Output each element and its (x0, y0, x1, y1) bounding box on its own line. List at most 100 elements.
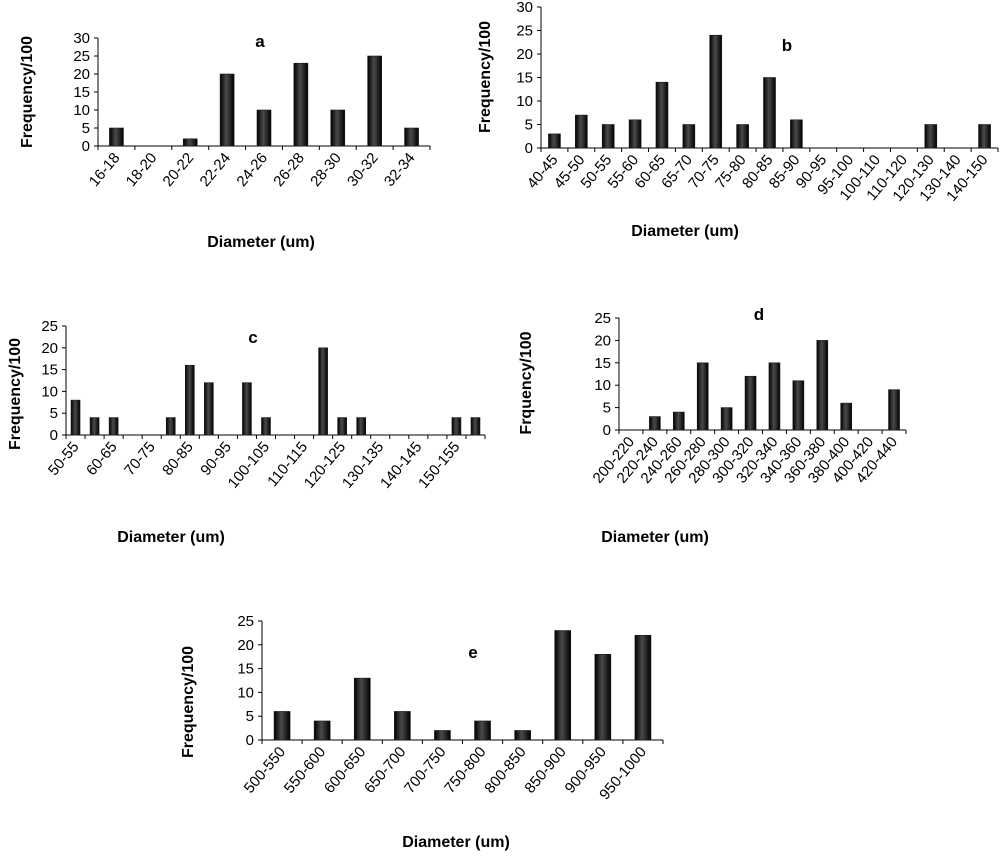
panel-a-y-tick-label: 5 (82, 120, 90, 137)
panel-e-y-tick-label: 20 (237, 637, 254, 654)
panel-c-bar-115-120 (318, 347, 328, 436)
panel-a-y-tick-label: 0 (82, 138, 90, 155)
panel-a-x-tick-label: 32-34 (381, 150, 419, 190)
panel-e-y-tick-label: 25 (237, 613, 254, 630)
panel-a-x-tick-label: 24-26 (233, 150, 271, 190)
panel-c-x-tick-label: 90-95 (197, 439, 235, 479)
panel-c-x-tick-label: 80-85 (159, 439, 197, 479)
panel-c-y-tick-label: 5 (50, 405, 58, 422)
panel-d-y-tick-label: 0 (603, 422, 611, 439)
panel-c-bar-80-85 (184, 364, 195, 436)
panel-a-bar-30-32 (367, 55, 382, 147)
panel-c-x-tick-label: 60-65 (83, 439, 121, 479)
panel-b-bar-65-70 (682, 124, 696, 149)
panel-b-y-tick-label: 0 (525, 140, 533, 157)
panel-b-y-tick-label: 20 (516, 46, 533, 63)
panel-d-bar-220-240 (649, 416, 661, 431)
panel-e-bar-650-700 (394, 711, 411, 741)
panel-b-bar-140-150 (978, 124, 991, 149)
panel-c-y-tick-label: 10 (41, 383, 58, 400)
panel-b-bar-70-75 (709, 34, 723, 149)
panel-e-x-tick-label: 600-650 (321, 744, 369, 797)
panel-b-bar-40-45 (548, 133, 561, 149)
panel-d-y-axis-title: Frquency/100 (518, 331, 535, 434)
panel-d-bar-320-340 (768, 362, 781, 431)
panel-d-bar-240-260 (672, 411, 685, 431)
panel-b-bar-80-85 (763, 77, 776, 149)
panel-c-x-tick-label: 100-105 (225, 439, 273, 492)
panel-d-bar-360-380 (816, 340, 829, 431)
panel-e-y-tick-label: 15 (237, 661, 254, 678)
panel-d-x-axis-title: Diameter (um) (601, 529, 709, 546)
panel-d-letter: d (754, 305, 764, 324)
panel-d-y-tick-label: 5 (603, 400, 611, 417)
panel-d-bar-420-440 (888, 389, 900, 431)
panel-c-x-axis-title: Diameter (um) (117, 529, 225, 546)
panel-c-bar-85-90 (204, 382, 214, 436)
panel-e-x-tick-label: 500-550 (241, 744, 289, 797)
panel-c-bar-95-100 (242, 382, 252, 436)
panel-c-x-tick-label: 70-75 (121, 439, 159, 479)
panel-c-y-tick-label: 25 (41, 318, 58, 335)
panel-d-y-tick-label: 10 (594, 377, 611, 394)
panel-c-bar-120-125 (337, 417, 347, 436)
panel-e-bar-600-650 (353, 677, 371, 741)
panel-a-y-tick-label: 10 (73, 102, 90, 119)
panel-e-x-tick-label: 850-900 (521, 744, 569, 797)
panel-b-bar-75-80 (736, 124, 749, 149)
panel-a-bar-24-26 (256, 109, 272, 147)
panel-d-bar-280-300 (720, 407, 733, 431)
panel-a-x-tick-label: 22-24 (196, 150, 234, 190)
panel-c-x-tick-label: 150-155 (415, 439, 463, 492)
panel-e-bar-850-900 (554, 630, 572, 741)
panel-a-x-tick-label: 20-22 (160, 150, 198, 190)
panel-e-y-tick-label: 0 (246, 732, 254, 749)
panel-c-bar-50-55 (70, 399, 81, 436)
panel-c-y-tick-label: 20 (41, 340, 58, 357)
panel-d-y-tick-label: 20 (594, 332, 611, 349)
panel-d-bar-260-280 (696, 362, 709, 431)
panel-a-bar-32-34 (404, 127, 419, 147)
panel-a-x-tick-label: 26-28 (270, 150, 308, 190)
panel-e-x-tick-label: 650-700 (361, 744, 409, 797)
panel-d-bar-340-360 (792, 380, 805, 431)
panel-c-bar-60-65 (108, 417, 119, 436)
panel-c-bar-150-155 (451, 417, 462, 436)
panel-a-x-axis-title: Diameter (um) (207, 234, 315, 251)
panel-e-letter: e (468, 643, 477, 662)
panel-c-bar-75-80 (165, 417, 176, 436)
panel-b-bar-60-65 (655, 81, 669, 149)
panel-a-x-tick-label: 30-32 (344, 150, 382, 190)
panel-b-y-tick-label: 15 (516, 70, 533, 87)
panel-b-bar-85-90 (790, 119, 803, 149)
panel-b-bar-120-130 (924, 124, 938, 149)
panel-e-x-tick-label: 750-800 (441, 744, 489, 797)
panel-a-x-tick-label: 18-20 (123, 150, 161, 190)
panel-c-bar-100-105 (261, 417, 271, 436)
panel-c-bar-55-60 (89, 417, 100, 436)
panel-e-x-axis-title: Diameter (um) (402, 834, 510, 851)
panel-e-bar-550-600 (313, 720, 331, 741)
panel-e-y-axis-title: Frequency/100 (180, 646, 197, 758)
panel-c-letter: c (248, 328, 257, 347)
panel-b-bar-45-50 (575, 114, 588, 149)
panel-d-y-tick-label: 25 (594, 310, 611, 327)
panel-a-x-tick-label: 16-18 (86, 150, 124, 190)
panel-a-bar-28-30 (330, 109, 346, 147)
panel-b-y-tick-label: 5 (525, 117, 533, 134)
panel-c-bar-155-160 (470, 417, 481, 436)
panel-e-x-tick-label: 700-750 (401, 744, 449, 797)
panel-a-x-tick-label: 28-30 (307, 150, 345, 190)
panel-c-y-axis-title: Frequency/100 (7, 338, 24, 450)
panel-b-y-tick-label: 30 (516, 0, 533, 16)
panel-a-letter: a (255, 32, 265, 51)
panel-e-bar-900-950 (594, 654, 612, 741)
panel-e-y-tick-label: 5 (246, 708, 254, 725)
panel-a-y-tick-label: 20 (73, 66, 90, 83)
panel-a-bar-16-18 (109, 127, 124, 147)
panel-e-bar-950-1000 (634, 634, 652, 741)
panel-e-bar-750-800 (474, 720, 491, 741)
panel-e-x-tick-label: 550-600 (281, 744, 329, 797)
panel-e-bar-500-550 (273, 711, 291, 741)
